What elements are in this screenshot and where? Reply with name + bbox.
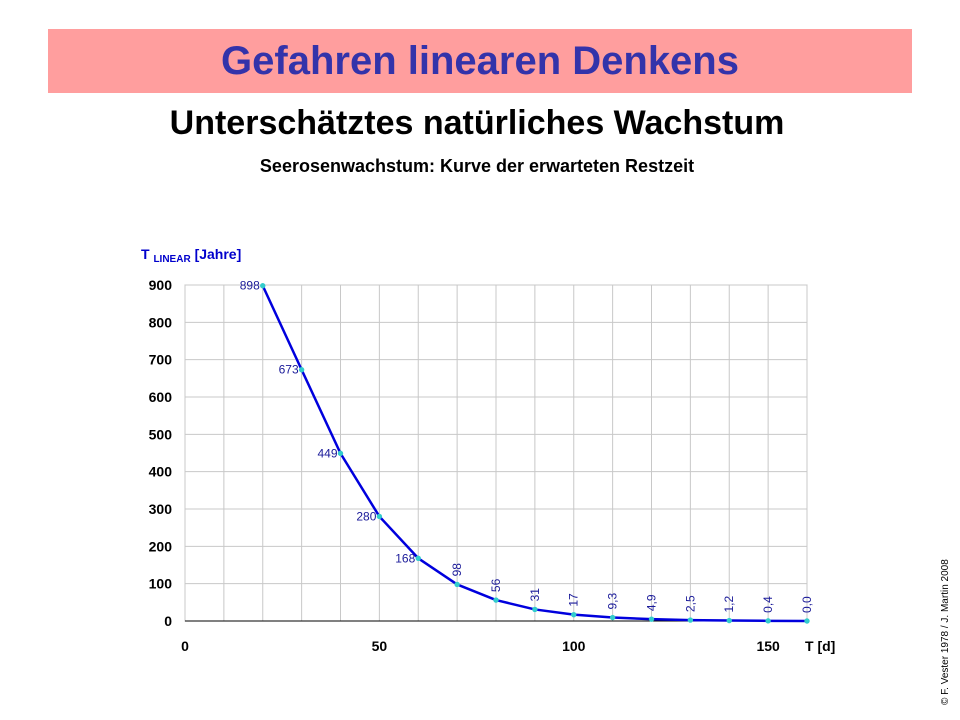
y-tick-label: 200 [149,538,173,554]
data-label: 168 [395,551,415,565]
data-point [376,513,383,520]
y-tick-label: 100 [149,576,173,592]
data-label: 31 [528,588,542,602]
data-label: 9,3 [606,593,620,610]
x-tick-label: 0 [181,638,189,654]
data-point [687,617,694,623]
data-label: 17 [567,593,581,607]
data-label: 0,0 [800,596,814,613]
data-point [532,606,538,613]
y-tick-label: 300 [149,501,173,517]
data-label: 0,4 [761,596,775,613]
data-point [260,283,266,289]
data-label: 4,9 [645,594,659,611]
data-label: 449 [317,446,337,460]
title-banner: Gefahren linearen Denkens [48,29,912,93]
data-point [493,597,499,603]
data-point [298,367,305,373]
y-tick-label: 700 [149,352,173,368]
copyright-credit: © F. Vester 1978 / J. Martin 2008 [940,559,951,705]
data-point [648,616,655,622]
x-axis-label: T [d] [805,638,835,654]
y-tick-label: 900 [149,277,173,293]
data-point [415,555,421,561]
data-label: 280 [356,509,376,523]
data-label: 898 [240,279,260,293]
data-point [726,617,732,624]
data-point [571,611,577,618]
y-tick-label: 500 [149,426,173,442]
chart-caption: Seerosenwachstum: Kurve der erwarteten R… [259,156,695,176]
slide-title: Gefahren linearen Denkens [221,38,739,83]
y-tick-label: 800 [149,314,173,330]
data-label: 56 [489,578,503,592]
y-tick-label: 0 [164,613,172,629]
data-point [337,450,344,457]
data-label: 2,5 [683,595,697,612]
data-label: 673 [279,363,299,377]
x-tick-label: 150 [756,638,780,654]
slide-subtitle: Unterschätztes natürliches Wachstum [169,104,785,142]
data-point [804,618,810,624]
y-axis-label: T LINEAR [Jahre] [141,246,241,265]
data-point [609,614,616,621]
x-tick-label: 100 [562,638,586,654]
data-label: 1,2 [722,596,736,613]
data-label: 98 [450,563,464,577]
y-tick-label: 400 [149,464,173,480]
data-point [765,618,771,624]
y-tick-label: 600 [149,389,173,405]
x-tick-label: 50 [372,638,388,654]
data-point [454,581,460,588]
